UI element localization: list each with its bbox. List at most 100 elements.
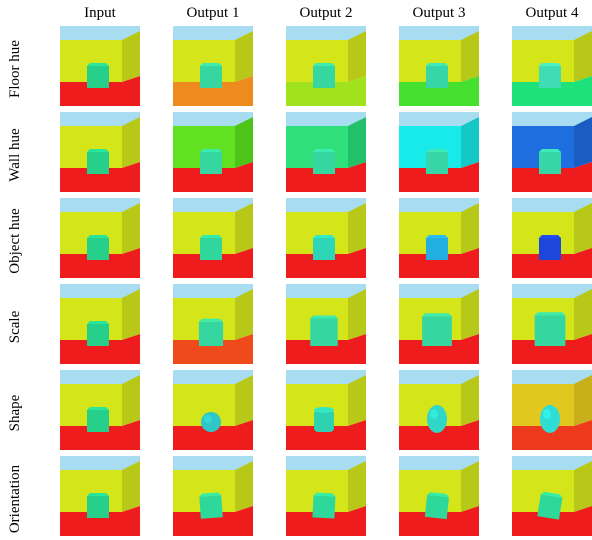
side-wall — [574, 375, 592, 426]
scene-tile-r1-c1 — [60, 26, 140, 106]
scene-tile-r5-c2 — [173, 370, 253, 450]
side-wall — [122, 461, 140, 512]
side-wall — [348, 203, 366, 254]
side-wall — [235, 117, 253, 168]
floor — [399, 76, 479, 106]
scene-tile-r4-c5 — [512, 284, 592, 364]
column-header-output-4: Output 4 — [525, 5, 579, 21]
object — [200, 63, 222, 88]
scene-tile-r2-c5 — [512, 112, 592, 192]
side-wall — [348, 31, 366, 82]
sky — [286, 26, 366, 40]
scene-tile-r1-c5 — [512, 26, 592, 106]
side-wall — [235, 31, 253, 82]
side-wall — [574, 203, 592, 254]
side-wall — [122, 289, 140, 340]
scene-tile-r5-c5 — [512, 370, 592, 450]
object — [426, 63, 448, 88]
floor — [512, 248, 592, 278]
scene-tile-r4-c1 — [60, 284, 140, 364]
sky — [173, 198, 253, 212]
sky — [399, 112, 479, 126]
scene-tile-r5-c1 — [60, 370, 140, 450]
object — [424, 492, 449, 520]
floor — [286, 76, 366, 106]
scene-tile-r3-c3 — [286, 198, 366, 278]
object — [198, 318, 224, 346]
object — [540, 405, 560, 433]
side-wall — [235, 203, 253, 254]
sky — [399, 370, 479, 384]
row-label-wall-hue: Wall hue — [7, 128, 23, 182]
side-wall — [461, 203, 479, 254]
sky — [399, 284, 479, 298]
scene-tile-r5-c3 — [286, 370, 366, 450]
sky — [399, 198, 479, 212]
scene-tile-r3-c4 — [399, 198, 479, 278]
row-label-shape: Shape — [7, 394, 23, 432]
side-wall — [461, 461, 479, 512]
scene-tile-r5-c4 — [399, 370, 479, 450]
sky — [286, 284, 366, 298]
sky — [60, 26, 140, 40]
scene-tile-r4-c2 — [173, 284, 253, 364]
object — [312, 492, 336, 519]
floor — [60, 420, 140, 450]
sky — [399, 456, 479, 470]
sky — [286, 112, 366, 126]
row-label-object-hue: Object hue — [7, 208, 23, 274]
floor — [60, 76, 140, 106]
sky — [399, 26, 479, 40]
object — [539, 63, 561, 88]
sky — [286, 198, 366, 212]
sky — [173, 284, 253, 298]
side-wall — [348, 375, 366, 426]
sky — [60, 284, 140, 298]
row-label-orientation: Orientation — [7, 464, 23, 534]
floor — [512, 420, 592, 450]
floor — [60, 248, 140, 278]
sky — [512, 284, 592, 298]
floor — [173, 506, 253, 536]
scene-tile-r6-c4 — [399, 456, 479, 536]
floor — [173, 76, 253, 106]
object — [199, 492, 223, 519]
object — [427, 405, 447, 433]
floor — [399, 162, 479, 192]
object — [87, 235, 109, 260]
side-wall — [122, 31, 140, 82]
sky — [286, 370, 366, 384]
floor — [512, 162, 592, 192]
scene-tile-r2-c1 — [60, 112, 140, 192]
object — [310, 315, 338, 346]
floor — [173, 162, 253, 192]
scene-tile-r3-c2 — [173, 198, 253, 278]
side-wall — [574, 31, 592, 82]
object — [537, 491, 563, 520]
floor — [286, 248, 366, 278]
side-wall — [574, 117, 592, 168]
sky — [173, 370, 253, 384]
scene-tile-r2-c4 — [399, 112, 479, 192]
scene-tile-r6-c3 — [286, 456, 366, 536]
sky — [512, 198, 592, 212]
sky — [60, 198, 140, 212]
object — [87, 149, 109, 174]
object — [313, 235, 335, 260]
floor — [512, 506, 592, 536]
scene-tile-r6-c1 — [60, 456, 140, 536]
floor — [399, 334, 479, 364]
floor — [60, 162, 140, 192]
scene-tile-r6-c2 — [173, 456, 253, 536]
object — [534, 312, 566, 346]
floor — [286, 506, 366, 536]
floor — [399, 248, 479, 278]
sky — [60, 370, 140, 384]
column-header-output-2: Output 2 — [299, 5, 353, 21]
side-wall — [574, 289, 592, 340]
floor — [173, 420, 253, 450]
floor — [512, 76, 592, 106]
scene-tile-r2-c3 — [286, 112, 366, 192]
floor — [512, 334, 592, 364]
object — [426, 149, 448, 174]
